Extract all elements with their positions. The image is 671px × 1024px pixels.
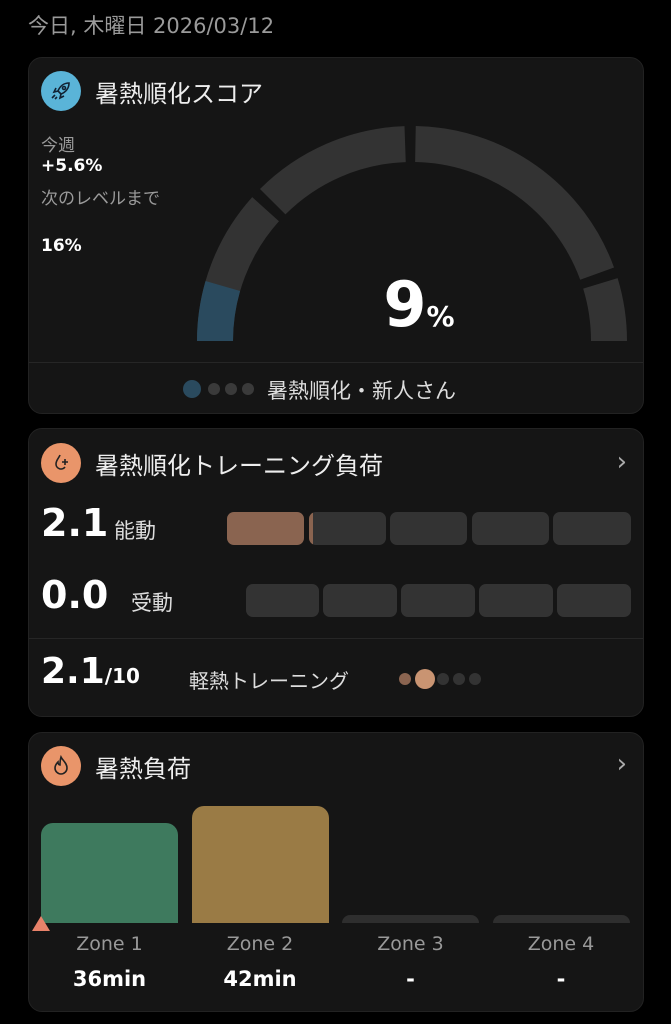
current-zone-marker-icon xyxy=(32,916,50,931)
total-value: 2.1 xyxy=(41,651,105,692)
level-dot xyxy=(437,673,449,685)
zone-value: - xyxy=(406,967,415,991)
level-dot-active xyxy=(183,380,201,398)
total-load: 2.1/10 xyxy=(41,651,140,692)
zone-label: Zone 2 xyxy=(226,933,294,955)
level-dot xyxy=(453,673,465,685)
gauge-segment xyxy=(259,126,407,215)
zone-bar xyxy=(41,822,178,923)
divider xyxy=(29,638,643,639)
load-segment xyxy=(401,584,475,617)
gauge-segment xyxy=(414,126,615,281)
zone-label: Zone 1 xyxy=(76,933,143,955)
zone-value: 36min xyxy=(72,967,147,991)
active-value: 2.1 xyxy=(41,501,109,545)
level-dot xyxy=(208,383,220,395)
load-segment xyxy=(246,584,319,617)
zone-value: 42min xyxy=(223,967,297,991)
training-load-card[interactable]: 暑熱順化トレーニング負荷 › 2.1 能動 0.0 受動 2.1/10 軽熱トレ… xyxy=(28,428,644,717)
card-title: 暑熱負荷 xyxy=(95,755,191,783)
load-segment xyxy=(227,512,304,545)
level-dot xyxy=(415,669,435,689)
this-week-value: +5.6% xyxy=(41,156,103,176)
level-dot xyxy=(469,673,481,685)
load-segment xyxy=(472,512,549,545)
rocket-icon xyxy=(41,71,81,111)
passive-label: 受動 xyxy=(131,591,173,615)
training-level-label: 軽熱トレーニング xyxy=(189,669,349,693)
divider xyxy=(29,362,643,363)
acclimation-score-card[interactable]: 暑熱順化スコア 今週 +5.6% 次のレベルまで 16% 9% 暑熱順化・新人さ… xyxy=(28,57,644,414)
level-dot xyxy=(242,383,254,395)
load-segment xyxy=(390,512,467,545)
zone-bar xyxy=(342,915,479,923)
this-week-label: 今週 xyxy=(41,136,75,156)
flame-icon xyxy=(41,746,81,786)
load-segment xyxy=(557,584,631,617)
gauge-segment xyxy=(583,278,627,342)
zone-label: Zone 3 xyxy=(377,933,444,955)
zone-bar xyxy=(492,915,630,923)
heat-training-icon xyxy=(41,443,81,483)
load-segment xyxy=(553,512,631,545)
zone-bar xyxy=(191,806,329,923)
active-label: 能動 xyxy=(114,519,156,543)
level-dot xyxy=(399,673,411,685)
level-dot xyxy=(225,383,237,395)
load-segment xyxy=(323,584,397,617)
score-gauge xyxy=(197,126,627,342)
zone-label: Zone 4 xyxy=(527,933,595,955)
next-level-value: 16% xyxy=(41,236,82,256)
next-level-label: 次のレベルまで xyxy=(41,189,160,209)
total-max: /10 xyxy=(104,664,140,688)
card-title: 暑熱順化トレーニング負荷 xyxy=(95,452,383,480)
load-segment xyxy=(479,584,553,617)
card-title: 暑熱順化スコア xyxy=(95,80,263,108)
chevron-right-icon[interactable]: › xyxy=(616,749,627,779)
level-label: 暑熱順化・新人さん xyxy=(267,379,456,403)
date-header: 今日, 木曜日 2026/03/12 xyxy=(28,14,275,38)
zone-value: - xyxy=(556,967,566,991)
gauge-fill xyxy=(197,281,241,342)
score-readout: 9% xyxy=(349,268,489,341)
passive-value: 0.0 xyxy=(41,573,109,617)
heat-load-card[interactable]: 暑熱負荷 › Zone 1 36min Zone 2 42min Zone 3 - Zone… xyxy=(28,732,644,1012)
score-value: 9 xyxy=(383,268,427,341)
score-unit: % xyxy=(426,300,455,333)
load-segment xyxy=(309,512,386,545)
chevron-right-icon[interactable]: › xyxy=(616,447,627,477)
